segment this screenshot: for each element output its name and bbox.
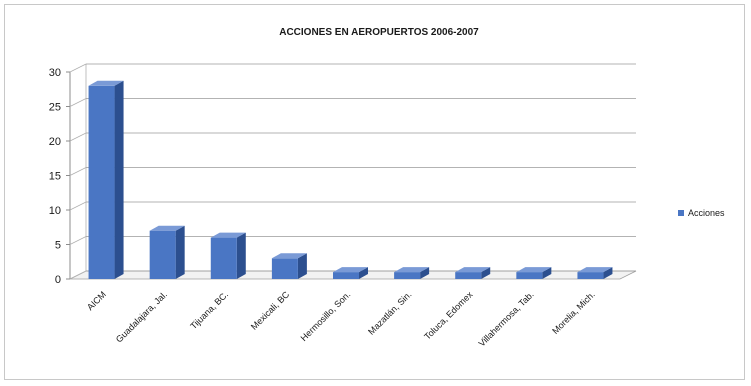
gridline-diagonal (69, 201, 87, 211)
bar-side (359, 267, 368, 279)
bar (516, 267, 552, 279)
bar-top (88, 80, 124, 86)
bar-front (149, 230, 176, 279)
bar-top (149, 225, 185, 231)
x-tick-label: AICM (85, 289, 108, 312)
bar-front (271, 258, 298, 279)
gridline-diagonal (69, 270, 87, 280)
x-tick-label: Tijuana, BC. (188, 289, 230, 331)
y-tick-label: 0 (55, 274, 61, 286)
bar-front (333, 272, 359, 279)
bar (333, 267, 368, 279)
y-tick-label: 10 (49, 205, 61, 217)
y-tick-label: 5 (55, 240, 61, 252)
bar (271, 253, 307, 279)
legend: Acciones (678, 208, 725, 218)
x-tick-label: Villahermosa, Tab. (477, 289, 536, 348)
x-axis: AICM Guadalajara, Jal. Tijuana, BC. Mexical… (85, 289, 597, 349)
bar-front (88, 85, 115, 279)
x-tick-label: Guadalajara, Jal. (114, 289, 169, 344)
x-tick-label: Morelia, Mich. (550, 289, 597, 336)
gridline-diagonal (69, 132, 87, 142)
bar-front (516, 272, 543, 279)
bar-front (455, 272, 482, 279)
bar-side (542, 267, 552, 279)
x-tick-label: Toluca, Edomex (422, 289, 475, 342)
bar-side (420, 267, 430, 279)
legend-label: Acciones (688, 208, 725, 218)
bar-top (455, 267, 491, 273)
bar (149, 225, 185, 279)
bar-top (516, 267, 552, 273)
chart-title: ACCIONES EN AEROPUERTOS 2006-2007 (279, 27, 479, 38)
bar-front (394, 272, 421, 279)
bar-front (210, 237, 237, 279)
bar (88, 80, 124, 279)
bar-side (114, 80, 124, 279)
gridline-diagonal (69, 63, 87, 73)
bar-top (394, 267, 430, 273)
x-tick-label: Hermosillo, Son. (299, 289, 353, 343)
chart-frame: ACCIONES EN AEROPUERTOS 2006-2007 0 5 10 15… (4, 4, 745, 380)
bar (210, 232, 246, 279)
y-tick-label: 15 (49, 171, 61, 183)
bar-front (577, 272, 604, 279)
x-tick-label: Mexicali, BC (249, 289, 292, 332)
bar (394, 267, 430, 279)
y-tick-label: 20 (49, 136, 61, 148)
y-axis: 0 5 10 15 20 25 30 (49, 67, 70, 286)
bar-top (271, 253, 307, 259)
legend-swatch (678, 210, 684, 216)
bar-side (297, 253, 307, 279)
bar-chart: ACCIONES EN AEROPUERTOS 2006-2007 0 5 10 15… (49, 27, 725, 349)
y-tick-label: 30 (49, 67, 61, 79)
bar-side (481, 267, 491, 279)
bar-side (603, 267, 613, 279)
bar-top (210, 232, 246, 238)
bar-top (577, 267, 613, 273)
bar-top (333, 267, 368, 273)
bar-side (175, 225, 185, 279)
bar (577, 267, 613, 279)
bar-side (236, 232, 246, 279)
x-tick-label: Mazatlán, Sin. (366, 289, 413, 336)
y-tick-label: 25 (49, 102, 61, 114)
bar-series (88, 80, 613, 279)
gridline-diagonal (69, 236, 87, 245)
gridline-diagonal (69, 98, 87, 107)
bar (455, 267, 491, 279)
gridline-diagonal (69, 167, 87, 176)
